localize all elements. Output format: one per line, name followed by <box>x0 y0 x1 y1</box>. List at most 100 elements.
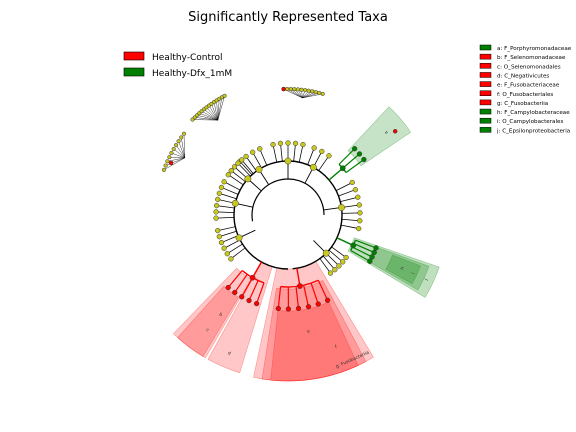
tree-branch <box>341 218 360 222</box>
tree-node <box>292 87 297 92</box>
tree-branch <box>350 249 371 262</box>
tree-node <box>213 209 219 215</box>
tree-node <box>250 149 256 155</box>
leaf-line <box>169 156 185 158</box>
tree-node <box>222 93 227 98</box>
tree-branch <box>221 187 239 195</box>
tree-node <box>361 156 367 163</box>
tree-node <box>324 297 331 303</box>
taxa-legend-swatch <box>479 72 492 78</box>
tree-node <box>343 254 349 261</box>
clade-label: a <box>384 129 390 135</box>
tree-node <box>171 146 176 152</box>
clade-highlights <box>172 106 440 382</box>
legend-swatch-dfx <box>123 67 145 77</box>
tree-branch <box>303 285 310 307</box>
tree-branch <box>216 211 235 214</box>
tree-branch <box>338 189 356 197</box>
leaf-line <box>163 157 185 171</box>
tree-node <box>355 194 361 200</box>
tree-node <box>239 157 245 163</box>
tree-branch <box>340 224 359 229</box>
tree-branch <box>223 181 241 191</box>
tree-node <box>284 157 292 165</box>
tree-node <box>281 86 286 92</box>
tree-node <box>310 89 315 94</box>
taxa-legend-label: c: O_Selenomonadales <box>497 64 561 70</box>
tree-node <box>218 239 225 246</box>
tree-arc <box>251 178 325 222</box>
tree-branch <box>277 286 282 309</box>
tree-branch <box>280 143 283 162</box>
tree-node <box>356 202 362 208</box>
leaf-line <box>173 148 185 158</box>
tree-node <box>235 234 243 242</box>
tree-branch <box>345 159 365 173</box>
taxa-legend-swatch <box>479 63 492 69</box>
taxa-legend: a: F_Porphyromonadaceae b: F_Selenomonada… <box>479 44 572 134</box>
tree-branch <box>227 270 243 288</box>
tree-node <box>243 153 249 160</box>
tree-node <box>231 199 239 207</box>
tree-node <box>339 165 346 172</box>
tree-node <box>300 141 306 148</box>
tree-node <box>255 166 263 173</box>
tree-branch <box>272 144 278 163</box>
tree-branch <box>298 144 304 163</box>
tree-branch <box>328 167 344 181</box>
leaf-line <box>203 109 218 121</box>
tree-branch <box>248 280 259 301</box>
leaf-line <box>178 141 185 158</box>
tree-branch <box>307 147 315 165</box>
tree-node <box>221 179 227 185</box>
leaf-line <box>217 95 225 121</box>
legend-swatch-control <box>123 51 145 61</box>
tree-branch <box>251 261 263 279</box>
leaf-line <box>199 113 218 121</box>
tree-branch <box>317 280 329 301</box>
tree-branch <box>353 243 375 254</box>
leaf-line <box>217 98 220 121</box>
tree-branch <box>241 277 254 298</box>
tree-node <box>232 289 238 296</box>
tree-branch <box>239 161 253 176</box>
taxa-legend-swatch <box>479 53 492 60</box>
tree-node <box>322 249 330 257</box>
tree-node <box>340 259 346 265</box>
chart-title: Significantly Represented Taxa <box>188 10 388 25</box>
tree-node <box>292 140 299 147</box>
tree-node <box>352 146 358 152</box>
tree-node <box>216 190 222 196</box>
tree-node <box>215 227 221 234</box>
tree-node <box>168 160 174 166</box>
tree-node <box>246 297 252 304</box>
tree-node <box>224 251 230 257</box>
leaf-line <box>194 117 218 121</box>
tree-node <box>257 146 263 152</box>
tree-node <box>303 88 308 93</box>
tree-node <box>216 234 222 240</box>
tree-node <box>253 300 260 307</box>
tree-node <box>309 163 317 171</box>
tree-branch <box>221 235 239 243</box>
leaf-line <box>171 152 185 158</box>
tree-node <box>357 218 363 224</box>
tree-branch <box>227 243 243 255</box>
tree-branch <box>336 237 354 247</box>
tree-node <box>218 184 225 191</box>
clade-label: j <box>423 278 429 283</box>
tree-branch <box>318 155 330 171</box>
clade-label: i <box>411 272 417 276</box>
tree-branch <box>223 239 241 249</box>
tree-node <box>244 175 252 183</box>
tree-node <box>161 167 167 172</box>
tree-node <box>174 143 179 148</box>
tree-node <box>336 263 342 269</box>
taxa-legend-label: b: F_Selenomonadaceae <box>497 55 566 61</box>
tree-node <box>163 163 168 168</box>
tree-node <box>249 274 256 281</box>
tree-branch <box>245 156 257 172</box>
taxa-legend-label: a: F_Porphyromonadaceae <box>497 46 572 52</box>
tree-node <box>295 87 301 92</box>
tree-node <box>228 168 234 174</box>
